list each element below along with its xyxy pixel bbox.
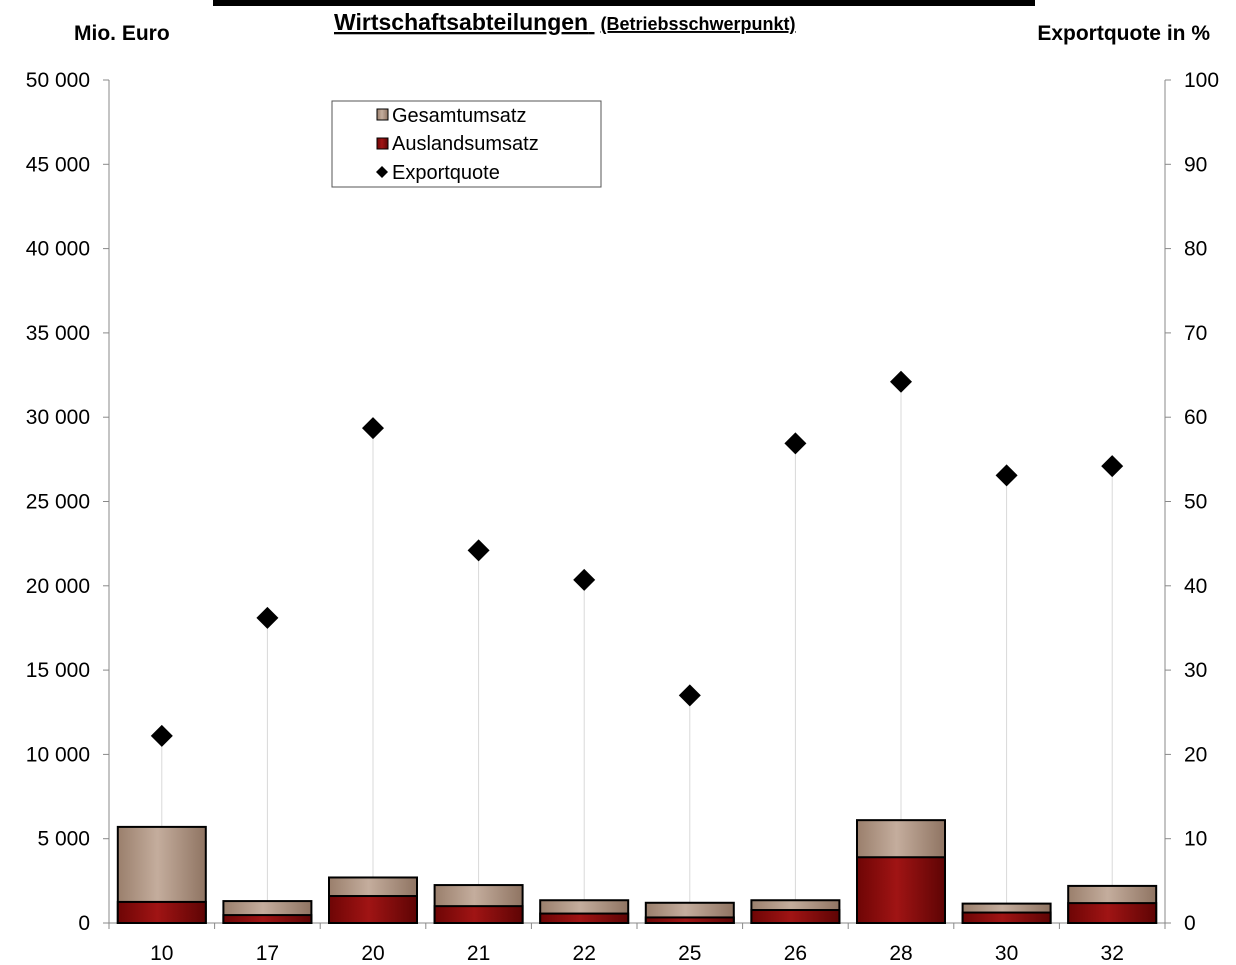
legend-label-gesamtumsatz: Gesamtumsatz — [392, 105, 526, 127]
marker-exportquote — [256, 606, 279, 629]
y-axis-right-label: Exportquote in % — [1037, 22, 1210, 45]
y-right-tick-label: 50 — [1184, 491, 1207, 514]
y-right-tick-label: 60 — [1184, 406, 1207, 429]
bar-auslandsumsatz — [644, 916, 735, 925]
y-right-tick-label: 100 — [1184, 69, 1219, 92]
marker-exportquote — [678, 684, 701, 707]
y-left-tick-label: 15 000 — [26, 659, 90, 682]
y-axis-left-label: Mio. Euro — [74, 22, 170, 45]
bar-auslandsumsatz — [433, 905, 524, 925]
y-left-tick-label: 10 000 — [26, 743, 90, 766]
x-tick-label: 10 — [150, 942, 173, 965]
y-left-tick-label: 35 000 — [26, 322, 90, 345]
y-axis-left-ticks: 0 5 000 10 000 15 000 20 000 25 000 30 000 35 0… — [26, 69, 109, 935]
bar-auslandsumsatz — [961, 911, 1052, 925]
legend: Gesamtumsatz Auslandsumsatz Exportquote — [331, 100, 602, 188]
x-tick-label: 32 — [1101, 942, 1124, 965]
title-top-bar — [213, 0, 1035, 6]
marker-exportquote — [890, 370, 912, 393]
marker-exportquote — [467, 539, 490, 562]
bars — [116, 819, 1158, 925]
exportquote-markers — [150, 370, 1124, 747]
x-axis-ticks: 10 17 20 21 22 25 26 28 30 32 — [108, 923, 1166, 965]
bar-auslandsumsatz — [116, 900, 207, 924]
marker-exportquote — [573, 568, 596, 591]
bar-auslandsumsatz — [328, 895, 418, 924]
y-right-tick-label: 90 — [1184, 153, 1207, 176]
legend-label-auslandsumsatz: Auslandsumsatz — [392, 133, 539, 155]
y-left-tick-label: 45 000 — [26, 153, 90, 176]
legend-swatch-auslandsumsatz — [376, 137, 389, 150]
x-tick-label: 22 — [573, 942, 596, 965]
chart-title-sub: (Betriebsschwerpunkt) — [601, 14, 796, 34]
x-tick-label: 17 — [256, 942, 279, 965]
y-right-tick-label: 10 — [1184, 828, 1207, 851]
x-tick-label: 20 — [361, 942, 384, 965]
x-tick-label: 25 — [678, 942, 701, 965]
y-right-tick-label: 30 — [1184, 659, 1207, 682]
droplines — [161, 381, 1113, 923]
legend-swatch-gesamtumsatz — [376, 108, 389, 121]
y-right-tick-label: 40 — [1184, 575, 1207, 598]
bar-auslandsumsatz — [222, 914, 313, 925]
bar-auslandsumsatz — [856, 856, 946, 924]
y-right-tick-label: 70 — [1184, 322, 1207, 345]
marker-exportquote — [784, 432, 807, 455]
marker-exportquote — [150, 724, 173, 747]
x-tick-label: 21 — [467, 942, 490, 965]
y-axis-right-ticks: 0 10 20 30 40 50 60 70 80 90 100 — [1165, 69, 1219, 935]
y-left-tick-label: 20 000 — [26, 575, 90, 598]
marker-exportquote — [1101, 455, 1124, 478]
y-left-tick-label: 0 — [78, 912, 90, 935]
marker-exportquote — [362, 417, 384, 440]
bar-auslandsumsatz — [750, 909, 841, 925]
y-right-tick-label: 80 — [1184, 238, 1207, 261]
marker-exportquote — [995, 464, 1018, 487]
bar-auslandsumsatz — [539, 912, 630, 925]
bar-auslandsumsatz — [1067, 902, 1158, 925]
x-tick-label: 26 — [784, 942, 807, 965]
x-tick-label: 28 — [889, 942, 912, 965]
x-tick-label: 30 — [995, 942, 1018, 965]
legend-label-exportquote: Exportquote — [392, 162, 500, 184]
y-left-tick-label: 50 000 — [26, 69, 90, 92]
chart-title: Wirtschaftsabteilungen (Betriebsschwerpu… — [334, 9, 796, 35]
y-left-tick-label: 5 000 — [37, 828, 90, 851]
legend-marker-exportquote — [376, 166, 388, 178]
y-right-tick-label: 20 — [1184, 743, 1207, 766]
y-left-tick-label: 25 000 — [26, 491, 90, 514]
chart-title-main: Wirtschaftsabteilungen — [334, 9, 588, 35]
y-left-tick-label: 40 000 — [26, 238, 90, 261]
y-right-tick-label: 0 — [1184, 912, 1196, 935]
y-left-tick-label: 30 000 — [26, 406, 90, 429]
